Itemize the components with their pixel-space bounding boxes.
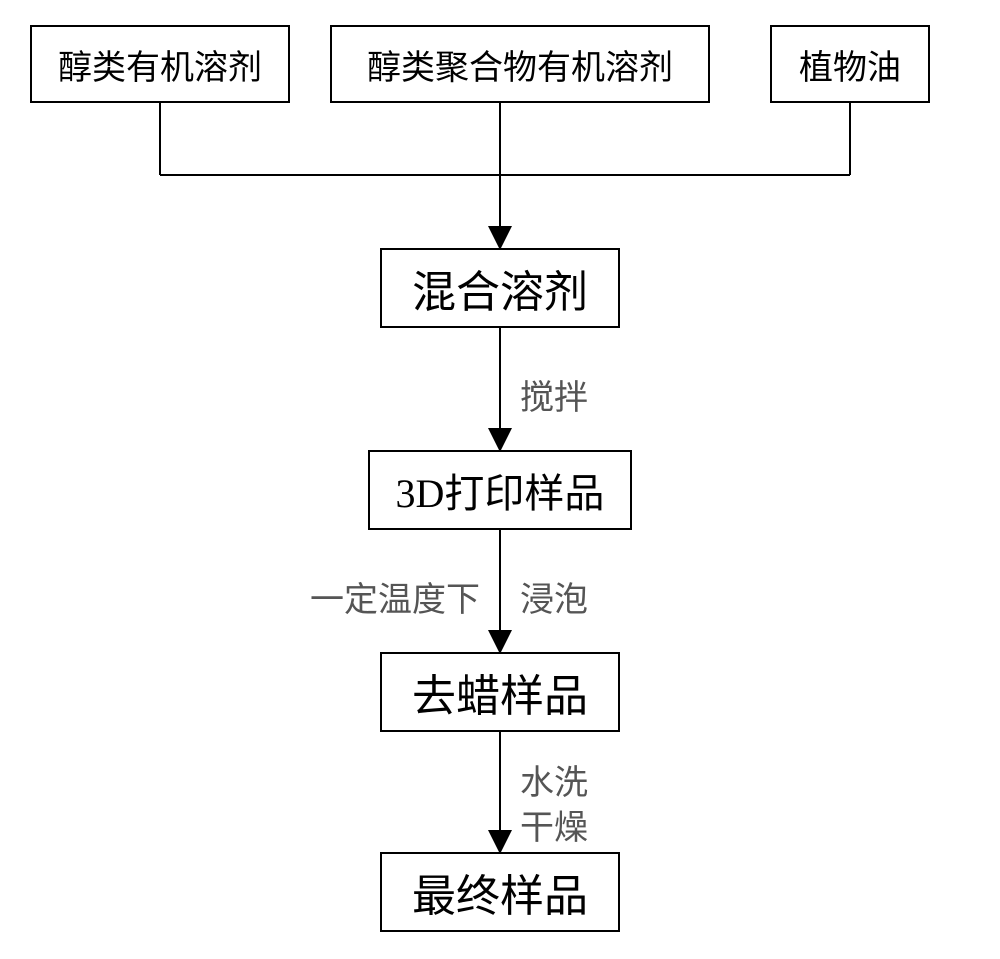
box-label: 3D打印样品 <box>396 461 605 519</box>
box-3d-print-sample: 3D打印样品 <box>368 450 632 530</box>
box-final-sample: 最终样品 <box>380 852 620 932</box>
box-label: 植物油 <box>799 40 901 89</box>
edge-label-soak: 浸泡 <box>520 572 588 621</box>
box-label: 混合溶剂 <box>412 256 588 320</box>
box-input-vegetable-oil: 植物油 <box>770 25 930 103</box>
box-label: 醇类有机溶剂 <box>58 40 262 89</box>
box-label: 去蜡样品 <box>412 660 588 724</box>
flowchart-canvas: 醇类有机溶剂 醇类聚合物有机溶剂 植物油 混合溶剂 3D打印样品 去蜡样品 最终… <box>0 0 1000 959</box>
edge-label-stir: 搅拌 <box>520 370 588 419</box>
box-mixed-solvent: 混合溶剂 <box>380 248 620 328</box>
box-input-alcohol-solvent: 醇类有机溶剂 <box>30 25 290 103</box>
box-input-alcohol-polymer-solvent: 醇类聚合物有机溶剂 <box>330 25 710 103</box>
edge-label-wash: 水洗 <box>520 755 588 804</box>
box-label: 最终样品 <box>412 860 588 924</box>
edge-label-temperature: 一定温度下 <box>310 572 480 621</box>
box-dewax-sample: 去蜡样品 <box>380 652 620 732</box>
box-label: 醇类聚合物有机溶剂 <box>367 40 673 89</box>
edge-label-dry: 干燥 <box>520 800 588 849</box>
